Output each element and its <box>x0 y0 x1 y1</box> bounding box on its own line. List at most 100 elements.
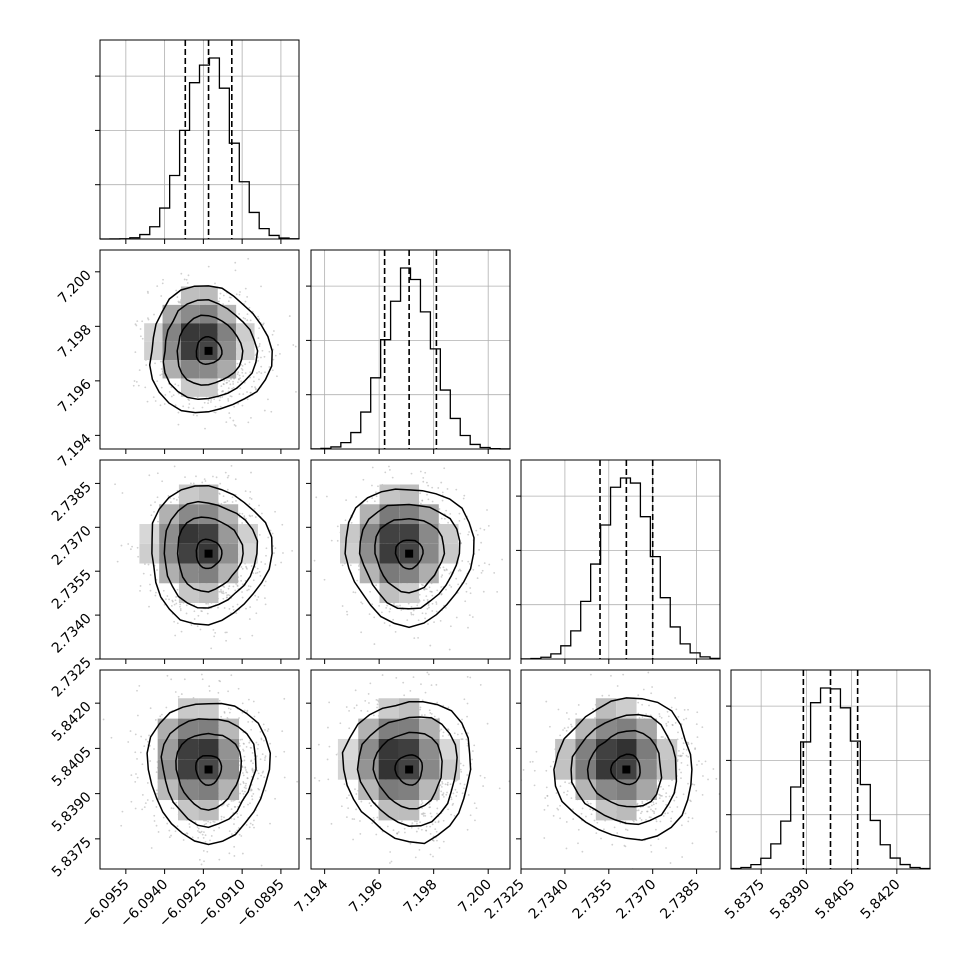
sample-point <box>345 797 348 799</box>
sample-point <box>273 552 275 554</box>
sample-point <box>238 374 241 377</box>
sample-point <box>226 500 229 502</box>
sample-point <box>421 499 424 502</box>
sample-point <box>249 496 251 499</box>
sample-point <box>258 318 260 321</box>
sample-point <box>258 343 261 345</box>
sample-point <box>240 380 242 383</box>
sample-point <box>386 604 389 607</box>
sample-point <box>144 563 146 565</box>
sample-point <box>355 808 357 811</box>
sample-point <box>246 296 249 298</box>
sample-point <box>148 474 151 477</box>
sample-point <box>180 272 183 275</box>
sample-point <box>144 386 147 389</box>
sample-point <box>395 676 398 679</box>
density-cell <box>378 759 399 780</box>
sample-point <box>136 776 139 779</box>
sample-point <box>271 369 274 372</box>
sample-point <box>232 383 235 385</box>
sample-point <box>208 685 211 688</box>
sample-point <box>244 790 246 793</box>
sample-point <box>427 623 429 625</box>
sample-point <box>241 522 244 524</box>
density-cell <box>378 779 399 801</box>
sample-point <box>174 383 177 386</box>
sample-point <box>375 491 377 494</box>
density-cell <box>157 738 179 760</box>
sample-point <box>482 785 485 787</box>
sample-point <box>256 747 259 750</box>
sample-point <box>253 715 256 718</box>
sample-point <box>250 565 253 567</box>
sample-point <box>242 792 245 795</box>
sample-point <box>273 330 275 332</box>
sample-point <box>179 605 181 608</box>
sample-point <box>399 604 401 607</box>
sample-point <box>141 763 144 766</box>
sample-point <box>165 706 168 709</box>
sample-point <box>251 768 254 771</box>
sample-point <box>376 816 379 819</box>
sample-point <box>438 508 441 510</box>
histogram-step <box>310 267 511 450</box>
sample-point <box>162 589 165 592</box>
sample-point <box>159 715 162 718</box>
sample-point <box>436 701 439 704</box>
sample-point <box>368 802 371 805</box>
sample-point <box>396 832 398 835</box>
sample-point <box>134 733 137 736</box>
sample-point <box>213 411 216 414</box>
sample-point <box>185 612 188 615</box>
sample-point <box>251 752 254 754</box>
histogram-panel-3 <box>516 459 721 660</box>
sample-point <box>403 694 406 697</box>
sample-point <box>256 571 259 574</box>
sample-point <box>535 750 538 753</box>
sample-point <box>412 609 415 612</box>
sample-point <box>251 720 254 723</box>
sample-point <box>348 794 350 797</box>
density-cell <box>217 360 237 379</box>
sample-point <box>459 569 462 572</box>
sample-point <box>445 569 448 571</box>
sample-point <box>193 610 196 613</box>
sample-point <box>255 741 258 744</box>
sample-point <box>213 829 215 832</box>
sample-point <box>195 475 197 478</box>
sample-point <box>234 269 237 272</box>
sample-point <box>238 393 241 395</box>
sample-point <box>232 605 234 608</box>
sample-point <box>422 476 425 479</box>
sample-point <box>173 620 176 623</box>
sample-point <box>669 862 672 864</box>
sample-point <box>487 524 490 527</box>
sample-point <box>419 470 422 473</box>
density-cell <box>419 563 439 584</box>
sample-point <box>173 497 175 500</box>
sample-point <box>136 714 139 717</box>
sample-point <box>568 782 571 785</box>
sample-point <box>146 799 149 801</box>
sample-point <box>253 507 256 510</box>
sample-point <box>340 805 343 808</box>
density-cell <box>159 563 179 584</box>
sample-point <box>546 804 549 807</box>
sample-point <box>421 699 424 702</box>
sample-point <box>424 617 426 620</box>
sample-point <box>264 580 267 583</box>
sample-point <box>440 790 443 793</box>
sample-point <box>252 792 255 795</box>
sample-point <box>257 772 260 775</box>
sample-point <box>269 742 272 745</box>
sample-point <box>463 787 465 790</box>
contour-2 <box>162 299 259 401</box>
sample-point <box>472 568 475 571</box>
sample-point <box>453 814 456 817</box>
sample-point <box>471 750 474 752</box>
sample-point <box>444 606 447 609</box>
sample-point <box>207 602 209 605</box>
sample-point <box>427 484 430 487</box>
sample-point <box>131 545 133 548</box>
